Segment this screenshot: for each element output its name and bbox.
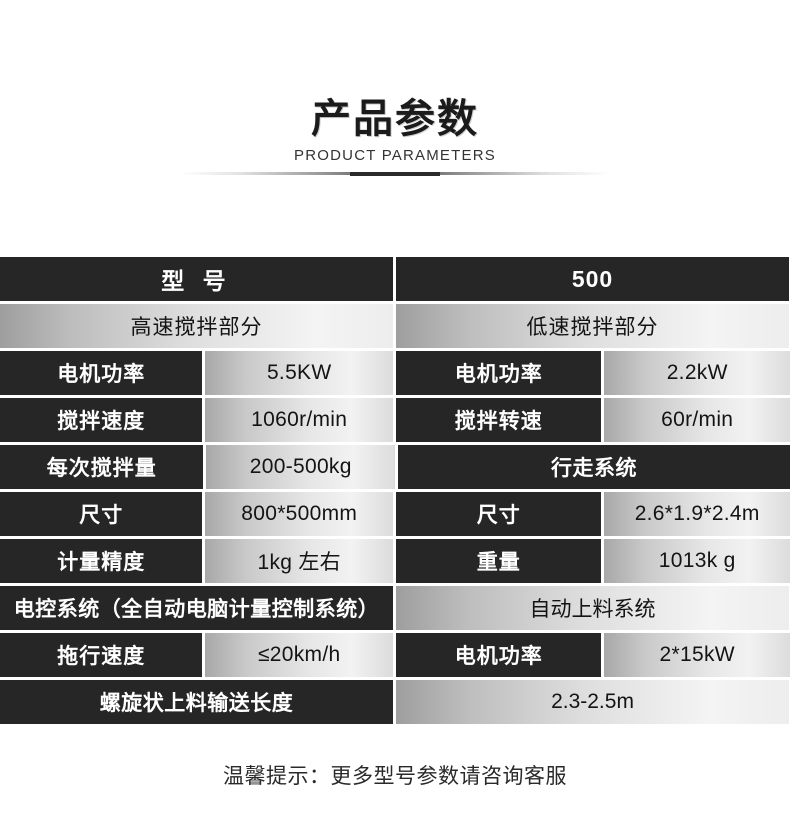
row-value: 2*15kW [604, 633, 790, 677]
table-row: 拖行速度 ≤20km/h 电机功率 2*15kW [0, 633, 790, 677]
product-parameters-table: 型 号 500 高速搅拌部分 低速搅拌部分 电机功率 5.5KW 电机功率 2.… [0, 257, 790, 724]
section-right-cell: 低速搅拌部分 [396, 304, 789, 348]
row-label: 搅拌速度 [0, 398, 203, 442]
row-label: 拖行速度 [0, 633, 203, 677]
model-value-cell: 500 [396, 257, 789, 301]
model-label-cell: 型 号 [0, 257, 393, 301]
row-label: 计量精度 [0, 539, 203, 583]
table-row: 电控系统（全自动电脑计量控制系统） 自动上料系统 [0, 586, 790, 630]
page-header: 产品参数 PRODUCT PARAMETERS [0, 0, 790, 176]
table-row: 尺寸 800*500mm 尺寸 2.6*1.9*2.4m [0, 492, 790, 536]
table-row-sections: 高速搅拌部分 低速搅拌部分 [0, 304, 790, 348]
row-label: 每次搅拌量 [0, 445, 204, 489]
row-value: 2.6*1.9*2.4m [604, 492, 790, 536]
row-value-feeding-system: 自动上料系统 [396, 586, 789, 630]
row-value: 1013k g [604, 539, 790, 583]
header-divider [180, 172, 610, 176]
row-value: 1060r/min [205, 398, 393, 442]
table-row: 搅拌速度 1060r/min 搅拌转速 60r/min [0, 398, 790, 442]
table-row: 电机功率 5.5KW 电机功率 2.2kW [0, 351, 790, 395]
row-label: 电机功率 [396, 633, 602, 677]
row-label: 电机功率 [0, 351, 203, 395]
page-subtitle: PRODUCT PARAMETERS [294, 147, 496, 164]
section-header-travel-system: 行走系统 [398, 445, 790, 489]
row-label: 电机功率 [396, 351, 602, 395]
row-value: 60r/min [604, 398, 790, 442]
page-title: 产品参数 [311, 97, 479, 141]
row-value: 5.5KW [205, 351, 393, 395]
row-value: ≤20km/h [205, 633, 393, 677]
table-row: 螺旋状上料输送长度 2.3-2.5m [0, 680, 790, 724]
row-label-auger-length: 螺旋状上料输送长度 [0, 680, 393, 724]
row-value-auger-length: 2.3-2.5m [396, 680, 789, 724]
row-label: 尺寸 [0, 492, 203, 536]
row-label-control-system: 电控系统（全自动电脑计量控制系统） [0, 586, 393, 630]
table-row: 每次搅拌量 200-500kg 行走系统 [0, 445, 790, 489]
row-value: 2.2kW [604, 351, 790, 395]
row-label: 重量 [396, 539, 602, 583]
table-row: 计量精度 1kg 左右 重量 1013k g [0, 539, 790, 583]
row-label: 尺寸 [396, 492, 602, 536]
row-label: 搅拌转速 [396, 398, 602, 442]
section-left-cell: 高速搅拌部分 [0, 304, 393, 348]
row-value: 200-500kg [206, 445, 395, 489]
table-row-model: 型 号 500 [0, 257, 790, 301]
footer-note: 温馨提示：更多型号参数请咨询客服 [223, 765, 567, 788]
row-value: 1kg 左右 [205, 539, 393, 583]
row-value: 800*500mm [205, 492, 393, 536]
